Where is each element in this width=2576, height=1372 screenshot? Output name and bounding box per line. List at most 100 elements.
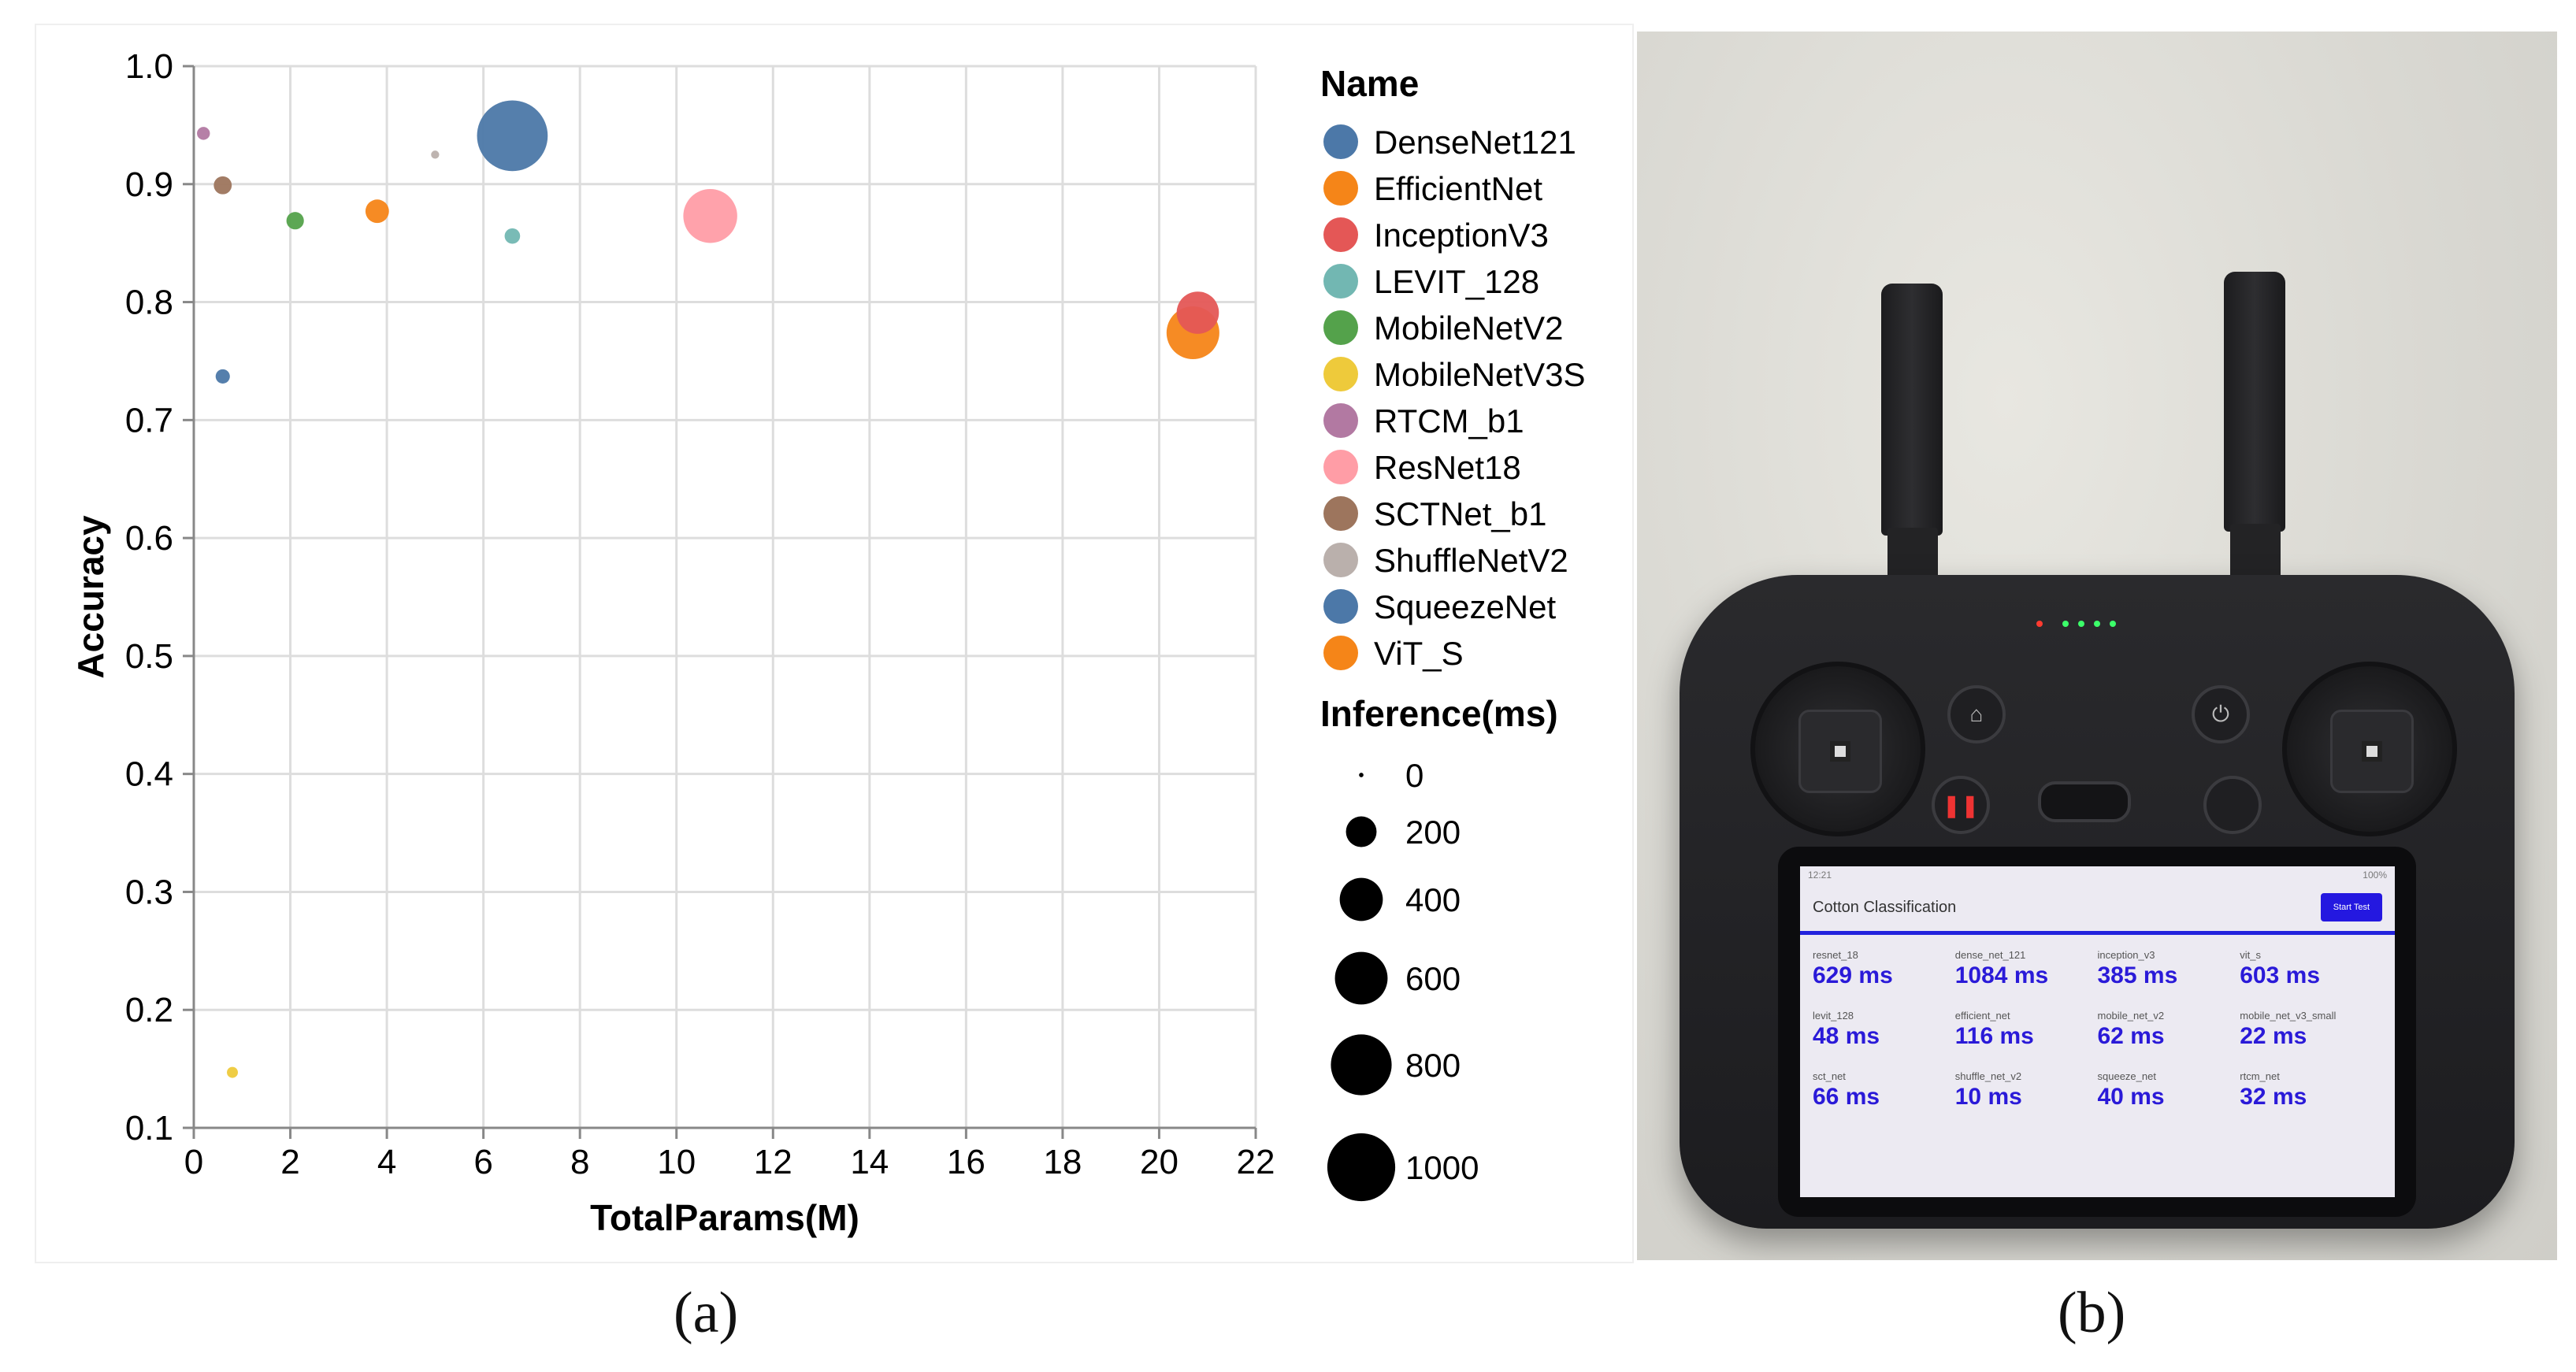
result-value: 10 ms bbox=[1954, 1084, 2022, 1110]
status-led-green-1 bbox=[2062, 621, 2069, 627]
x-tick-label: 14 bbox=[850, 1143, 889, 1181]
power-button[interactable]: ⏻ bbox=[2192, 685, 2250, 743]
y-tick-label: 1.0 bbox=[125, 47, 173, 86]
result-cell: vit_s 603 ms bbox=[2240, 949, 2382, 989]
data-point bbox=[683, 188, 737, 243]
legend-swatch bbox=[1323, 171, 1358, 206]
result-value: 603 ms bbox=[2240, 962, 2320, 988]
left-joystick[interactable] bbox=[1750, 662, 1925, 836]
result-cell: sct_net 66 ms bbox=[1813, 1070, 1955, 1111]
result-value: 629 ms bbox=[1813, 962, 1893, 988]
result-cell: squeeze_net 40 ms bbox=[2098, 1070, 2240, 1111]
data-point bbox=[197, 127, 210, 140]
size-legend-label: 1000 bbox=[1405, 1149, 1479, 1186]
status-led-green-2 bbox=[2078, 621, 2084, 627]
app-bar: Cotton Classification Start Test bbox=[1800, 884, 2395, 935]
legend-swatch bbox=[1323, 217, 1358, 252]
right-joystick[interactable] bbox=[2282, 662, 2457, 836]
caption-b: (b) bbox=[2058, 1281, 2126, 1345]
y-axis-label: Accuracy bbox=[70, 515, 111, 679]
legend-swatch bbox=[1323, 403, 1358, 438]
result-value: 40 ms bbox=[2097, 1084, 2165, 1110]
result-label: sct_net bbox=[1813, 1070, 1846, 1082]
y-tick-label: 0.1 bbox=[125, 1109, 173, 1148]
legend-label: SCTNet_b1 bbox=[1374, 495, 1546, 532]
result-label: rtcm_net bbox=[2240, 1070, 2280, 1082]
legend-label: ShuffleNetV2 bbox=[1374, 542, 1568, 579]
y-tick-label: 0.6 bbox=[125, 519, 173, 558]
custom-button[interactable] bbox=[2203, 776, 2262, 834]
data-point bbox=[431, 150, 440, 159]
remote-controller: ⌂ ⏻ ❚❚ 12:21 100% Cotton Classification … bbox=[1680, 575, 2515, 1229]
return-home-button[interactable]: ⌂ bbox=[1947, 685, 2006, 743]
status-led-red bbox=[2036, 621, 2043, 627]
legend-swatch bbox=[1323, 636, 1358, 670]
result-cell: mobile_net_v2 62 ms bbox=[2098, 1010, 2240, 1050]
data-point bbox=[213, 176, 232, 195]
legend-swatch bbox=[1323, 543, 1358, 577]
x-tick-label: 0 bbox=[184, 1143, 203, 1181]
legend-swatch bbox=[1323, 264, 1358, 299]
x-tick-label: 12 bbox=[754, 1143, 792, 1181]
result-cell: shuffle_net_v2 10 ms bbox=[1955, 1070, 2098, 1111]
chart-panel-a: 0 2 4 6 8 10 12 14 16 18 20 22 1.0 0.9 0.8 0.7 0.6 0.5 0.4… bbox=[35, 24, 1634, 1263]
flight-mode-switch[interactable] bbox=[2038, 781, 2131, 822]
y-tick-label: 0.2 bbox=[125, 991, 173, 1029]
color-legend-title: Name bbox=[1320, 63, 1419, 104]
x-tick-label: 10 bbox=[657, 1143, 696, 1181]
result-label: vit_s bbox=[2240, 949, 2261, 961]
caption-a: (a) bbox=[674, 1281, 739, 1345]
result-value: 385 ms bbox=[2097, 962, 2178, 988]
status-bar: 12:21 100% bbox=[1800, 866, 2395, 884]
result-cell: efficient_net 116 ms bbox=[1955, 1010, 2098, 1050]
x-tick-label: 20 bbox=[1140, 1143, 1179, 1181]
result-cell: levit_128 48 ms bbox=[1813, 1010, 1955, 1050]
legend-label: RTCM_b1 bbox=[1374, 402, 1524, 439]
result-cell: rtcm_net 32 ms bbox=[2240, 1070, 2382, 1111]
y-tick-label: 0.7 bbox=[125, 401, 173, 439]
data-point bbox=[365, 199, 389, 224]
data-point bbox=[477, 100, 548, 172]
result-label: mobile_net_v3_small bbox=[2240, 1010, 2337, 1022]
size-legend-label: 0 bbox=[1405, 757, 1423, 794]
result-value: 32 ms bbox=[2240, 1084, 2307, 1110]
status-time: 12:21 bbox=[1808, 870, 1832, 881]
legend-label: MobileNetV2 bbox=[1374, 310, 1563, 347]
y-tick-label: 0.3 bbox=[125, 873, 173, 911]
x-tick-label: 16 bbox=[947, 1143, 985, 1181]
y-tick-label: 0.4 bbox=[125, 755, 173, 794]
size-legend-label: 600 bbox=[1405, 960, 1461, 997]
result-label: mobile_net_v2 bbox=[2097, 1010, 2165, 1022]
left-antenna bbox=[1881, 284, 1943, 536]
result-label: inception_v3 bbox=[2097, 949, 2155, 961]
size-legend-label: 400 bbox=[1405, 881, 1461, 918]
result-value: 1084 ms bbox=[1954, 962, 2049, 988]
result-cell: mobile_net_v3_small 22 ms bbox=[2240, 1010, 2382, 1050]
data-point bbox=[1176, 291, 1219, 334]
x-tick-label: 2 bbox=[280, 1143, 299, 1181]
legend-label: LEVIT_128 bbox=[1374, 263, 1539, 300]
size-legend-circle bbox=[1327, 1133, 1396, 1202]
result-label: dense_net_121 bbox=[1954, 949, 2026, 961]
status-battery: 100% bbox=[2363, 870, 2387, 881]
pause-button[interactable]: ❚❚ bbox=[1932, 776, 1990, 834]
scatter-chart: 0 2 4 6 8 10 12 14 16 18 20 22 1.0 0.9 0.8 0.7 0.6 0.5 0.4… bbox=[70, 47, 1585, 1238]
result-label: resnet_18 bbox=[1813, 949, 1858, 961]
screen-bezel: 12:21 100% Cotton Classification Start T… bbox=[1778, 847, 2416, 1217]
result-value: 22 ms bbox=[2240, 1023, 2307, 1049]
left-joystick-cap bbox=[1798, 710, 1882, 793]
y-tick-label: 0.5 bbox=[125, 637, 173, 676]
result-value: 116 ms bbox=[1954, 1023, 2034, 1049]
legend-swatch bbox=[1323, 124, 1358, 159]
app-screen: 12:21 100% Cotton Classification Start T… bbox=[1800, 866, 2395, 1197]
data-point bbox=[286, 212, 304, 230]
status-led-green-3 bbox=[2094, 621, 2100, 627]
legend-label: ViT_S bbox=[1374, 635, 1464, 672]
result-value: 48 ms bbox=[1813, 1023, 1880, 1049]
device-photo-panel: ⌂ ⏻ ❚❚ 12:21 100% Cotton Classification … bbox=[1637, 32, 2557, 1260]
results-grid: resnet_18 629 ms dense_net_121 1084 ms incep… bbox=[1800, 935, 2395, 1111]
size-legend-title: Inference(ms) bbox=[1320, 693, 1558, 734]
size-legend-circle bbox=[1346, 816, 1377, 847]
start-test-button[interactable]: Start Test bbox=[2320, 893, 2382, 921]
result-label: squeeze_net bbox=[2097, 1070, 2156, 1082]
